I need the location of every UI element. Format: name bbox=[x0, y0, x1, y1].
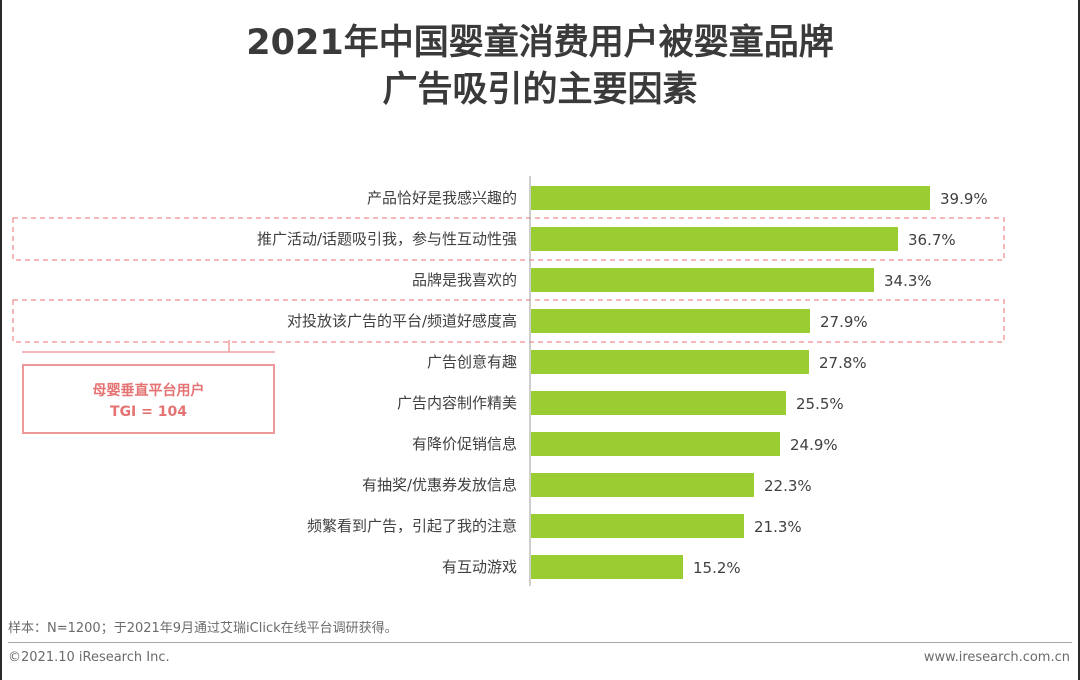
tgi-callout-value: TGI = 104 bbox=[110, 404, 187, 420]
value-label: 27.8% bbox=[819, 354, 867, 372]
value-label: 22.3% bbox=[764, 477, 812, 495]
copyright-text: ©2021.10 iResearch Inc. bbox=[8, 650, 170, 665]
chart-title-line-2: 广告吸引的主要因素 bbox=[382, 70, 698, 110]
value-label: 36.7% bbox=[908, 231, 956, 249]
sample-footnote: 样本：N=1200；于2021年9月通过艾瑞iClick在线平台调研获得。 bbox=[8, 621, 398, 636]
footer-divider bbox=[8, 642, 1072, 643]
value-label: 39.9% bbox=[940, 190, 988, 208]
left-border bbox=[0, 0, 2, 680]
right-border bbox=[1078, 0, 1080, 680]
category-label: 有降价促销信息 bbox=[412, 435, 517, 453]
bar bbox=[531, 268, 874, 292]
bar bbox=[531, 514, 744, 538]
bar bbox=[531, 309, 810, 333]
highlight-box bbox=[12, 217, 1005, 261]
value-label: 25.5% bbox=[796, 395, 844, 413]
callout-connector bbox=[22, 340, 275, 353]
bar bbox=[531, 432, 780, 456]
bar bbox=[531, 227, 898, 251]
tgi-callout-box: 母婴垂直平台用户 TGI = 104 bbox=[22, 364, 275, 434]
chart-title-line-1: 2021年中国婴童消费用户被婴童品牌 bbox=[246, 23, 834, 63]
value-label: 27.9% bbox=[820, 313, 868, 331]
bar-chart: 产品恰好是我感兴趣的 39.9% 推广活动/话题吸引我，参与性互动性强 36.7% 品牌… bbox=[12, 176, 1005, 586]
value-label: 21.3% bbox=[754, 518, 802, 536]
category-label: 广告内容制作精美 bbox=[397, 394, 517, 412]
value-label: 15.2% bbox=[693, 559, 741, 577]
bar bbox=[531, 186, 930, 210]
highlight-box bbox=[12, 299, 1005, 343]
category-label: 对投放该广告的平台/频道好感度高 bbox=[287, 312, 517, 330]
bar bbox=[531, 391, 786, 415]
category-label: 广告创意有趣 bbox=[427, 353, 517, 371]
chart-title: 2021年中国婴童消费用户被婴童品牌 广告吸引的主要因素 bbox=[0, 20, 1080, 114]
category-label: 有互动游戏 bbox=[442, 558, 517, 576]
bar bbox=[531, 555, 683, 579]
tgi-callout-title: 母婴垂直平台用户 bbox=[92, 383, 205, 399]
category-label: 频繁看到广告，引起了我的注意 bbox=[307, 517, 517, 535]
bar bbox=[531, 473, 754, 497]
category-label: 品牌是我喜欢的 bbox=[412, 271, 517, 289]
value-label: 24.9% bbox=[790, 436, 838, 454]
category-label: 产品恰好是我感兴趣的 bbox=[367, 189, 517, 207]
category-label: 推广活动/话题吸引我，参与性互动性强 bbox=[257, 230, 517, 248]
value-label: 34.3% bbox=[884, 272, 932, 290]
website-url: www.iresearch.com.cn bbox=[923, 650, 1070, 665]
bar bbox=[531, 350, 809, 374]
category-label: 有抽奖/优惠券发放信息 bbox=[362, 476, 517, 494]
